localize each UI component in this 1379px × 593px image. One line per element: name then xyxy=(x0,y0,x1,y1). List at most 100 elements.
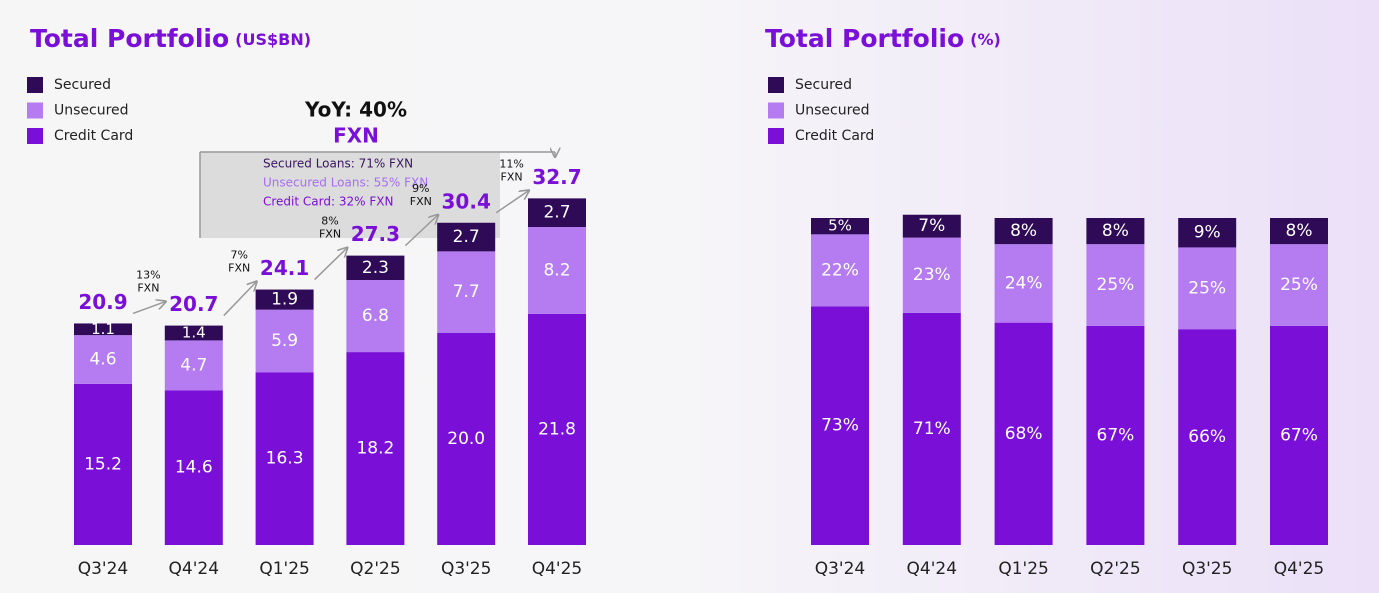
value-label: 23% xyxy=(913,265,951,285)
bar-segment xyxy=(255,289,314,310)
legend-label: Secured xyxy=(54,77,111,93)
total-label: 20.7 xyxy=(169,292,218,316)
legend-label: Unsecured xyxy=(795,103,870,119)
x-tick-label: Q1'25 xyxy=(259,559,310,579)
total-label: 27.3 xyxy=(351,222,400,246)
value-label: 8% xyxy=(1010,221,1037,241)
annotation-box xyxy=(200,152,500,238)
value-label: 67% xyxy=(1097,425,1135,445)
bar-segment xyxy=(902,214,961,238)
bar-segment xyxy=(1086,244,1145,326)
bar-segment xyxy=(1086,325,1145,545)
bar-segment xyxy=(437,333,496,545)
annotation-line-text: Unsecured Loans: 55% FXN xyxy=(263,176,428,190)
growth-label: 7% xyxy=(230,249,247,262)
bar-segment xyxy=(811,306,869,545)
value-label: 2.7 xyxy=(543,203,570,223)
growth-label: 11% xyxy=(499,157,523,170)
total-label: 20.9 xyxy=(78,290,127,314)
bar-segment xyxy=(164,390,223,545)
growth-unit: FXN xyxy=(319,228,341,241)
growth-arrow xyxy=(223,282,257,317)
value-label: 68% xyxy=(1005,424,1043,444)
legend-swatch xyxy=(27,77,43,93)
growth-arrow xyxy=(132,301,166,315)
value-label: 4.6 xyxy=(89,350,116,370)
x-tick-label: Q4'24 xyxy=(169,559,220,579)
bar-segment xyxy=(994,218,1053,245)
annotation-headline: YoY: 40% xyxy=(304,98,407,122)
x-tick-label: Q2'25 xyxy=(1090,559,1141,579)
value-label: 5.9 xyxy=(271,331,298,351)
x-tick-label: Q3'24 xyxy=(815,559,866,579)
bar-segment xyxy=(994,244,1053,323)
bar-segment xyxy=(346,352,405,545)
value-label: 4.7 xyxy=(180,355,207,375)
legend-label: Unsecured xyxy=(54,103,129,119)
bar-segment xyxy=(437,251,496,333)
growth-unit: FXN xyxy=(410,195,432,208)
value-label: 2.3 xyxy=(362,258,389,278)
growth-unit: FXN xyxy=(137,281,159,294)
title-unit: (%) xyxy=(970,30,1001,49)
annotation-line-text: Secured Loans: 71% FXN xyxy=(263,157,413,171)
chart-title: Total Portfolio (%) xyxy=(765,24,1001,53)
legend-label: Secured xyxy=(795,77,852,93)
value-label: 25% xyxy=(1280,275,1318,295)
growth-label: 9% xyxy=(412,182,429,195)
total-label: 30.4 xyxy=(442,189,491,213)
value-label: 18.2 xyxy=(356,439,394,459)
bar-segment xyxy=(1270,218,1328,245)
legend-swatch xyxy=(768,77,784,93)
bar-segment xyxy=(1086,218,1145,245)
value-label: 25% xyxy=(1188,278,1226,298)
bar-segment xyxy=(1178,329,1237,545)
bar-segment xyxy=(902,312,961,545)
value-label: 24% xyxy=(1005,273,1043,293)
value-label: 2.7 xyxy=(453,227,480,247)
bar-segment xyxy=(811,218,869,235)
total-label: 32.7 xyxy=(532,165,581,189)
bar-segment xyxy=(994,322,1053,545)
growth-label: 13% xyxy=(136,268,160,281)
value-label: 20.0 xyxy=(447,429,485,449)
bar-segment xyxy=(902,237,961,313)
bar-segment xyxy=(74,383,132,545)
value-label: 6.8 xyxy=(362,306,389,326)
bar-segment xyxy=(74,323,132,336)
annotation-line-text: Credit Card: 32% FXN xyxy=(263,195,393,209)
value-label: 1.9 xyxy=(271,290,298,310)
growth-unit: FXN xyxy=(228,262,250,275)
total-label: 24.1 xyxy=(260,256,309,280)
bar-segment xyxy=(346,255,405,280)
x-tick-label: Q2'25 xyxy=(350,559,401,579)
chart-title: Total Portfolio (US$BN) xyxy=(30,24,311,53)
value-label: 15.2 xyxy=(84,454,122,474)
growth-arrow xyxy=(314,248,348,281)
x-tick-label: Q4'25 xyxy=(1274,559,1325,579)
value-label: 5% xyxy=(828,217,852,235)
growth-arrow xyxy=(495,190,529,214)
title-text: Total Portfolio xyxy=(30,24,229,53)
bar-segment xyxy=(74,335,132,384)
bar-segment xyxy=(255,309,314,373)
bar-segment xyxy=(164,325,223,341)
legend-swatch xyxy=(27,102,43,119)
value-label: 8.2 xyxy=(543,260,570,280)
bar-segment xyxy=(811,234,869,307)
bar-segment xyxy=(528,313,586,545)
value-label: 14.6 xyxy=(175,458,213,478)
x-tick-label: Q3'25 xyxy=(1182,559,1233,579)
growth-unit: FXN xyxy=(501,170,523,183)
bar-segment xyxy=(1270,325,1328,545)
value-label: 7.7 xyxy=(453,282,480,302)
bar-segment xyxy=(528,198,586,227)
legend-swatch xyxy=(27,128,43,144)
x-tick-label: Q4'24 xyxy=(907,559,958,579)
bar-segment xyxy=(528,227,586,314)
bar-segment xyxy=(1178,218,1237,248)
x-tick-label: Q1'25 xyxy=(998,559,1049,579)
x-tick-label: Q3'24 xyxy=(78,559,129,579)
